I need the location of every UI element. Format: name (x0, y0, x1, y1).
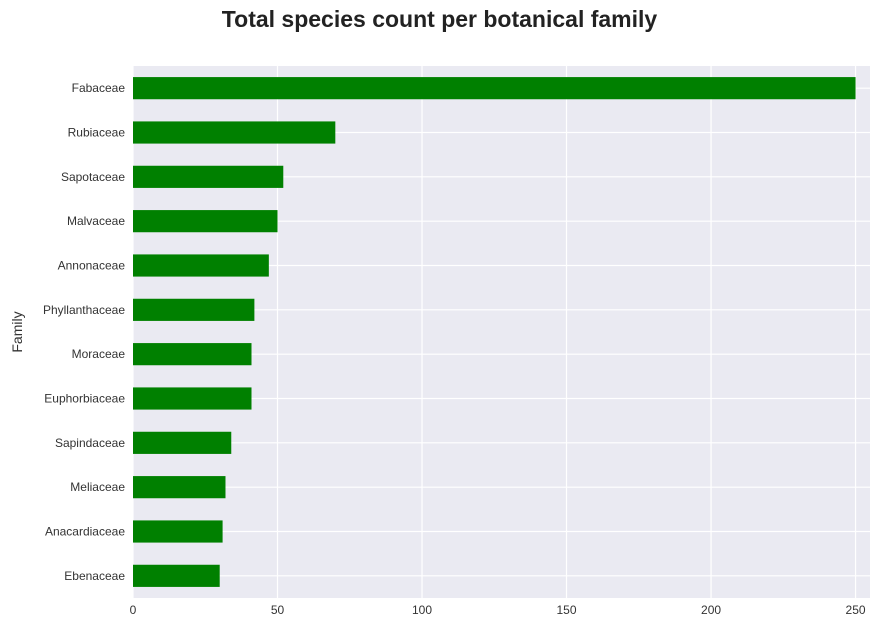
bar-sapotaceae (133, 165, 284, 188)
y-tick-label: Malvaceae (67, 214, 125, 228)
x-tick-label: 200 (701, 603, 721, 617)
bar-phyllanthaceae (133, 298, 255, 321)
y-tick-label: Meliaceae (70, 480, 125, 494)
bar-sapindaceae (133, 431, 232, 454)
x-tick-label: 150 (557, 603, 577, 617)
y-tick-label: Annonaceae (58, 259, 126, 273)
bar-malvaceae (133, 210, 278, 233)
y-axis-ticks: Fabaceae Rubiaceae Sapotaceae Malvaceae Anno… (43, 81, 125, 583)
y-tick-label: Fabaceae (72, 81, 126, 95)
x-axis-ticks: 0 50 100 150 200 250 (130, 603, 866, 617)
x-tick-label: 250 (846, 603, 866, 617)
y-tick-label: Sapindaceae (55, 436, 125, 450)
bar-rubiaceae (133, 121, 336, 144)
bar-ebenaceae (133, 564, 220, 587)
y-tick-label: Anacardiaceae (45, 525, 125, 539)
y-axis-label: Family (9, 311, 25, 352)
bar-moraceae (133, 343, 252, 366)
bar-fabaceae (133, 77, 856, 100)
y-tick-label: Ebenaceae (64, 569, 125, 583)
bar-anacardiaceae (133, 520, 223, 543)
y-tick-label: Sapotaceae (61, 170, 125, 184)
x-tick-label: 0 (130, 603, 137, 617)
y-tick-label: Rubiaceae (68, 126, 126, 140)
y-tick-label: Phyllanthaceae (43, 303, 125, 317)
bar-euphorbiaceae (133, 387, 252, 410)
x-tick-label: 100 (412, 603, 432, 617)
bars (133, 77, 856, 587)
chart-title: Total species count per botanical family (221, 6, 658, 32)
x-tick-label: 50 (271, 603, 285, 617)
y-tick-label: Moraceae (72, 347, 126, 361)
bar-annonaceae (133, 254, 269, 277)
bar-meliaceae (133, 476, 226, 499)
y-tick-label: Euphorbiaceae (44, 392, 125, 406)
plot-area (133, 66, 870, 598)
